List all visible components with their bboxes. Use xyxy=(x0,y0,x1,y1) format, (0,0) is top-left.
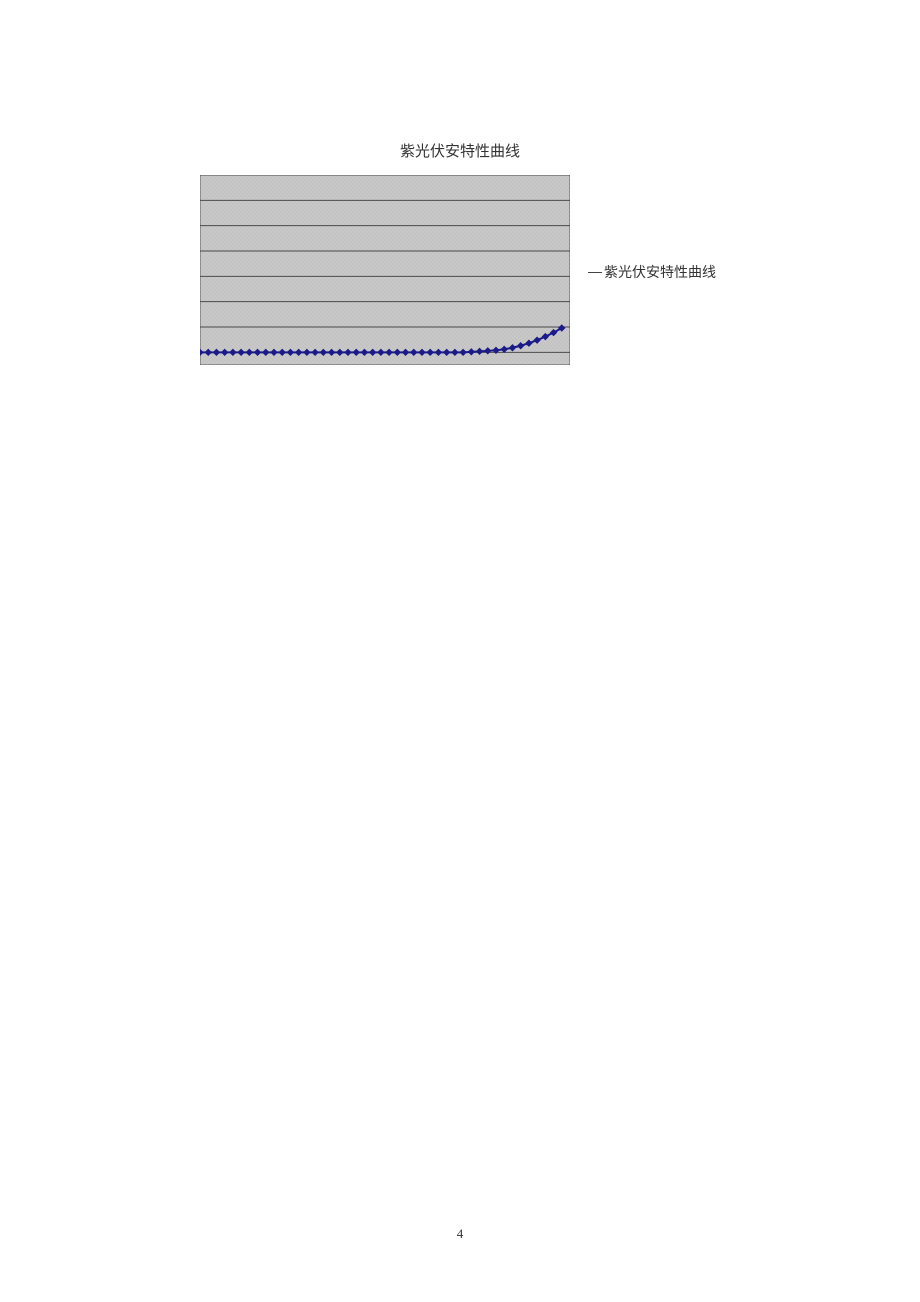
legend-line-icon xyxy=(588,272,602,273)
chart-title: 紫光伏安特性曲线 xyxy=(0,140,920,161)
chart-legend: 紫光伏安特性曲线 xyxy=(588,262,716,282)
chart-svg xyxy=(200,175,570,365)
page-number: 4 xyxy=(0,1226,920,1242)
legend-text: 紫光伏安特性曲线 xyxy=(604,262,716,282)
chart-plot-area xyxy=(200,175,570,365)
